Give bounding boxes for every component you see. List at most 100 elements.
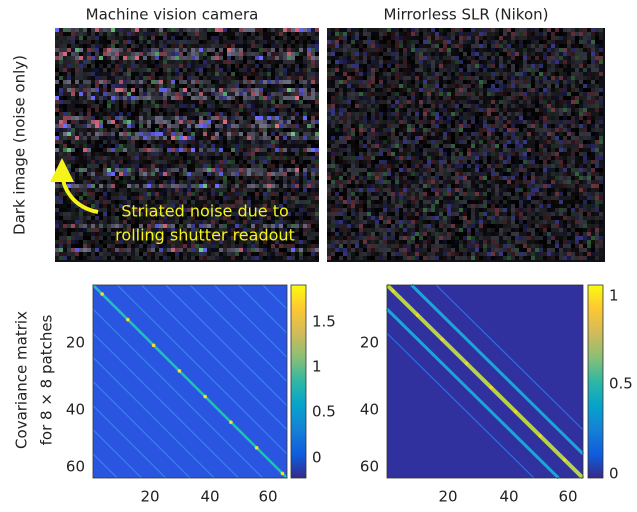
noise-pixel — [115, 72, 119, 76]
noise-pixel — [599, 52, 603, 56]
noise-pixel — [79, 240, 83, 244]
noise-pixel — [283, 112, 287, 116]
noise-pixel — [107, 164, 111, 168]
noise-pixel — [83, 92, 87, 96]
noise-pixel — [247, 108, 251, 112]
noise-pixel — [211, 172, 215, 176]
noise-pixel — [275, 72, 279, 76]
noise-pixel — [55, 148, 59, 152]
noise-pixel — [559, 40, 563, 44]
noise-pixel — [231, 248, 235, 252]
noise-pixel — [143, 248, 147, 252]
noise-pixel — [91, 236, 95, 240]
noise-pixel — [243, 116, 247, 120]
noise-pixel — [143, 52, 147, 56]
noise-pixel — [99, 252, 103, 256]
noise-pixel — [107, 216, 111, 220]
noise-pixel — [215, 104, 219, 108]
noise-pixel — [119, 108, 123, 112]
noise-pixel — [211, 44, 215, 48]
noise-pixel — [127, 72, 131, 76]
noise-pixel — [291, 92, 295, 96]
noise-pixel — [479, 52, 483, 56]
noise-pixel — [191, 140, 195, 144]
noise-pixel — [63, 216, 67, 220]
noise-pixel — [79, 160, 83, 164]
noise-pixel — [195, 168, 199, 172]
noise-pixel — [547, 52, 551, 56]
noise-pixel — [235, 72, 239, 76]
noise-pixel — [419, 48, 423, 52]
noise-pixel — [79, 152, 83, 156]
noise-pixel — [503, 68, 507, 72]
noise-pixel — [383, 56, 387, 60]
noise-pixel — [231, 140, 235, 144]
noise-pixel — [127, 84, 131, 88]
noise-pixel — [455, 28, 459, 32]
noise-pixel — [211, 88, 215, 92]
noise-pixel — [267, 28, 271, 32]
noise-pixel — [359, 28, 363, 32]
noise-pixel — [423, 40, 427, 44]
noise-pixel — [135, 168, 139, 172]
noise-pixel — [299, 240, 303, 244]
noise-pixel — [391, 72, 395, 76]
noise-pixel — [271, 128, 275, 132]
noise-pixel — [211, 164, 215, 168]
noise-pixel — [167, 252, 171, 256]
noise-pixel — [223, 152, 227, 156]
noise-pixel — [139, 156, 143, 160]
noise-pixel — [399, 60, 403, 64]
noise-pixel — [247, 84, 251, 88]
noise-pixel — [91, 116, 95, 120]
noise-pixel — [171, 196, 175, 200]
noise-pixel — [271, 168, 275, 172]
noise-pixel — [271, 144, 275, 148]
noise-pixel — [275, 32, 279, 36]
noise-pixel — [227, 172, 231, 176]
noise-pixel — [519, 56, 523, 60]
noise-pixel — [267, 148, 271, 152]
noise-pixel — [535, 72, 539, 76]
noise-pixel — [419, 68, 423, 72]
noise-pixel — [263, 140, 267, 144]
noise-pixel — [235, 128, 239, 132]
noise-pixel — [543, 48, 547, 52]
noise-pixel — [159, 112, 163, 116]
noise-pixel — [75, 76, 79, 80]
noise-pixel — [439, 36, 443, 40]
noise-pixel — [191, 56, 195, 60]
noise-pixel — [303, 196, 307, 200]
noise-pixel — [511, 76, 515, 80]
noise-pixel — [195, 160, 199, 164]
noise-pixel — [455, 72, 459, 76]
noise-pixel — [263, 76, 267, 80]
noise-pixel — [195, 140, 199, 144]
noise-pixel — [471, 64, 475, 68]
noise-pixel — [263, 188, 267, 192]
noise-pixel — [179, 168, 183, 172]
noise-pixel — [223, 64, 227, 68]
noise-pixel — [411, 40, 415, 44]
noise-pixel — [403, 68, 407, 72]
noise-pixel — [107, 248, 111, 252]
noise-pixel — [187, 152, 191, 156]
noise-pixel — [307, 80, 311, 84]
noise-pixel — [471, 44, 475, 48]
noise-pixel — [111, 180, 115, 184]
noise-pixel — [215, 116, 219, 120]
noise-pixel — [207, 88, 211, 92]
noise-pixel — [171, 172, 175, 176]
noise-pixel — [299, 204, 303, 208]
noise-pixel — [219, 96, 223, 100]
noise-pixel — [583, 32, 587, 36]
noise-pixel — [211, 248, 215, 252]
noise-pixel — [575, 32, 579, 36]
noise-pixel — [279, 64, 283, 68]
noise-pixel — [403, 84, 407, 88]
noise-pixel — [299, 60, 303, 64]
noise-pixel — [299, 84, 303, 88]
noise-pixel — [207, 44, 211, 48]
noise-pixel — [171, 148, 175, 152]
noise-pixel — [503, 40, 507, 44]
